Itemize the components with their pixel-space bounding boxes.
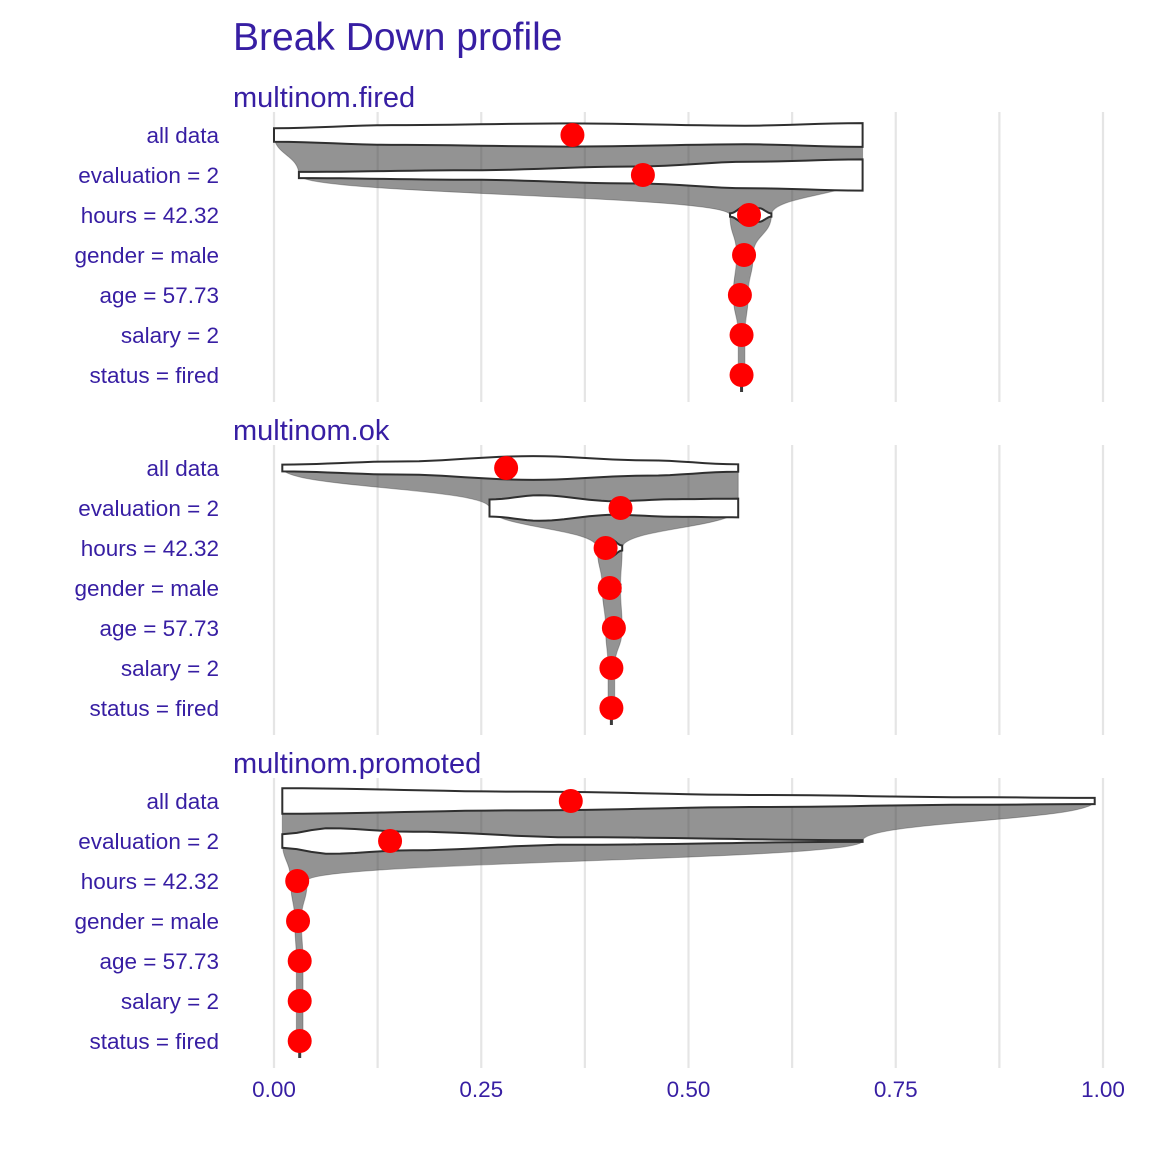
mean-point <box>558 789 583 813</box>
mean-point <box>378 829 403 853</box>
bands-layer <box>273 134 1096 1058</box>
x-tick-label: 0.75 <box>874 1077 918 1102</box>
variable-label: gender = male <box>75 576 219 601</box>
mean-point <box>729 323 754 347</box>
variable-label: age = 57.73 <box>100 283 220 308</box>
mean-point <box>560 123 585 147</box>
mean-point <box>494 456 519 480</box>
panel-title: multinom.fired <box>233 82 415 114</box>
variable-label: gender = male <box>75 909 219 934</box>
points-layer <box>285 123 762 1053</box>
mean-point <box>608 496 633 520</box>
mean-point <box>599 696 624 720</box>
variable-label: age = 57.73 <box>100 949 220 974</box>
variable-label: salary = 2 <box>121 323 219 348</box>
variable-label: hours = 42.32 <box>81 869 219 894</box>
variable-label: all data <box>146 456 219 481</box>
mean-point <box>630 163 655 187</box>
labels-layer: multinom.fired all data evaluation = 2 hour… <box>75 82 482 1054</box>
violin <box>281 787 1096 815</box>
mean-point <box>286 909 311 933</box>
variable-label: hours = 42.32 <box>81 203 219 228</box>
violin <box>281 827 864 855</box>
mean-point <box>285 869 310 893</box>
mean-point <box>287 989 312 1013</box>
variable-label: age = 57.73 <box>100 616 220 641</box>
variable-label: hours = 42.32 <box>81 536 219 561</box>
mean-point <box>287 949 312 973</box>
mean-point <box>737 203 762 227</box>
mean-point <box>601 616 626 640</box>
mean-point <box>287 1029 312 1053</box>
x-tick-label: 0.25 <box>459 1077 503 1102</box>
variable-label: gender = male <box>75 243 219 268</box>
x-tick-label: 0.50 <box>667 1077 711 1102</box>
variable-label: all data <box>146 123 219 148</box>
violin <box>297 158 864 192</box>
variable-label: status = fired <box>90 363 219 388</box>
mean-point <box>732 243 757 267</box>
x-tick-label: 0.00 <box>252 1077 296 1102</box>
mean-point <box>593 536 618 560</box>
mean-point <box>597 576 622 600</box>
x-axis: 0.00 0.25 0.50 0.75 1.00 <box>252 1077 1125 1102</box>
variable-label: salary = 2 <box>121 989 219 1014</box>
mean-point <box>729 363 754 387</box>
grid-layer <box>272 112 1105 1068</box>
mean-point <box>599 656 624 680</box>
variable-label: evaluation = 2 <box>78 829 219 854</box>
variable-label: status = fired <box>90 1029 219 1054</box>
variable-label: evaluation = 2 <box>78 163 219 188</box>
panel-title: multinom.ok <box>233 415 390 447</box>
variable-label: evaluation = 2 <box>78 496 219 521</box>
mean-point <box>727 283 752 307</box>
variable-label: status = fired <box>90 696 219 721</box>
x-tick-label: 1.00 <box>1081 1077 1125 1102</box>
variable-label: salary = 2 <box>121 656 219 681</box>
variable-label: all data <box>146 789 219 814</box>
chart-title: Break Down profile <box>233 16 562 59</box>
panel-title: multinom.promoted <box>233 748 481 780</box>
